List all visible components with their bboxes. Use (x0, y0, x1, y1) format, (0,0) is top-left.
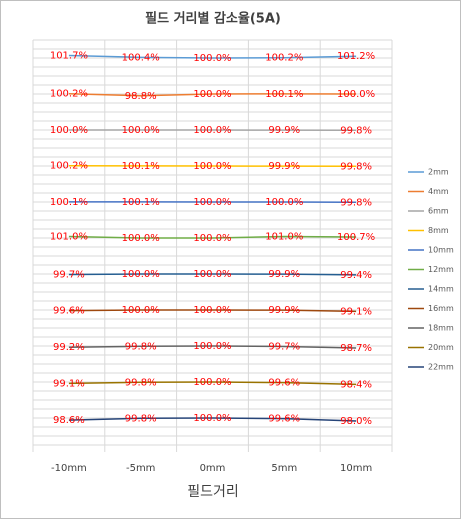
series-line (68, 235, 357, 239)
data-label: 100.0% (193, 233, 231, 244)
data-label: 100.0% (193, 89, 231, 100)
data-label: 100.0% (122, 125, 160, 136)
data-label: 98.6% (53, 415, 85, 426)
legend-label: 18mm (428, 324, 454, 333)
data-label: 99.6% (268, 414, 300, 425)
x-tick-label: -10mm (51, 463, 87, 474)
legend-label: 16mm (428, 304, 454, 313)
legend-label: 8mm (428, 226, 449, 235)
series-line (68, 417, 357, 422)
data-label: 100.2% (265, 53, 303, 64)
data-label: 100.1% (50, 197, 88, 208)
data-label: 100.0% (50, 125, 88, 136)
data-label: 100.0% (193, 197, 231, 208)
series-line (68, 381, 357, 386)
data-label: 100.0% (193, 269, 231, 280)
series-line (68, 92, 357, 97)
legend-label: 22mm (428, 363, 454, 372)
data-label: 100.0% (193, 161, 231, 172)
data-label: 100.0% (122, 269, 160, 280)
data-label: 99.8% (340, 125, 372, 136)
series-line (68, 54, 357, 59)
legend-label: 6mm (428, 207, 449, 216)
data-label: 99.6% (53, 306, 85, 317)
data-label: 100.4% (122, 52, 160, 63)
data-label: 99.8% (125, 377, 157, 388)
chart-title: 필드 거리별 감소율(5A) (145, 11, 281, 27)
data-label: 100.0% (193, 413, 231, 424)
data-label: 98.7% (340, 343, 372, 354)
data-label: 98.8% (125, 91, 157, 102)
data-label: 100.0% (265, 197, 303, 208)
data-label: 100.1% (122, 197, 160, 208)
data-label: 100.0% (193, 125, 231, 136)
data-label: 99.8% (125, 341, 157, 352)
series-line (68, 164, 357, 168)
x-tick-label: 5mm (271, 463, 297, 474)
data-label: 100.0% (193, 53, 231, 64)
x-tick-label: 0mm (200, 463, 226, 474)
data-label: 99.9% (268, 161, 300, 172)
data-label: 101.0% (50, 232, 88, 243)
legend-label: 12mm (428, 265, 454, 274)
data-label: 100.0% (122, 233, 160, 244)
data-label: 99.1% (340, 306, 372, 317)
data-label: 99.2% (53, 342, 85, 353)
x-axis-title: 필드거리 (187, 484, 239, 500)
data-label: 99.8% (340, 161, 372, 172)
data-label: 101.0% (265, 232, 303, 243)
data-label: 99.6% (268, 378, 300, 389)
data-label: 100.0% (193, 377, 231, 388)
legend-label: 14mm (428, 285, 454, 294)
data-label: 99.9% (268, 305, 300, 316)
data-label: 99.9% (268, 269, 300, 280)
series-line (68, 273, 357, 276)
data-label: 99.9% (268, 125, 300, 136)
data-label: 99.8% (125, 413, 157, 424)
legend-label: 4mm (428, 187, 449, 196)
data-label: 100.0% (193, 341, 231, 352)
data-label: 99.7% (268, 341, 300, 352)
x-tick-label: -5mm (126, 463, 155, 474)
data-label: 98.4% (340, 379, 372, 390)
data-label: 100.1% (265, 89, 303, 100)
data-label: 99.8% (340, 197, 372, 208)
data-label: 100.0% (193, 305, 231, 316)
series-line (68, 345, 357, 349)
data-label: 100.0% (122, 305, 160, 316)
data-label: 100.2% (50, 89, 88, 100)
legend-label: 20mm (428, 343, 454, 352)
series-line (68, 309, 357, 313)
x-tick-label: 10mm (340, 463, 372, 474)
data-label: 100.2% (50, 161, 88, 172)
legend-label: 10mm (428, 246, 454, 255)
data-label: 101.2% (337, 51, 375, 62)
legend-label: 2mm (428, 168, 449, 177)
data-label: 100.7% (337, 232, 375, 243)
data-label: 101.7% (50, 50, 88, 61)
data-label: 99.1% (53, 378, 85, 389)
data-label: 98.0% (340, 416, 372, 427)
data-label: 99.4% (340, 270, 372, 281)
data-label: 100.0% (337, 89, 375, 100)
data-label: 99.7% (53, 269, 85, 280)
data-label: 100.1% (122, 161, 160, 172)
